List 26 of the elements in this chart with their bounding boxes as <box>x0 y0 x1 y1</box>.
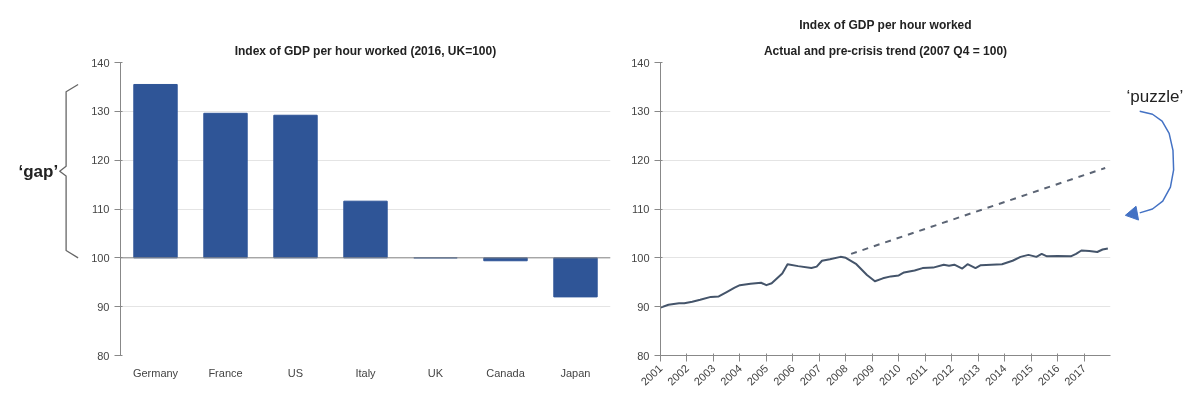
y-tick-label: 130 <box>631 105 650 118</box>
x-tick-label: Canada <box>486 366 526 379</box>
y-tick-label: 120 <box>91 154 110 167</box>
y-tick-label: 90 <box>97 300 110 313</box>
y-tick-label: 140 <box>91 56 110 69</box>
y-tick-label: 80 <box>637 349 650 362</box>
y-tick-label: 130 <box>91 105 110 118</box>
x-tick-label: France <box>208 366 243 379</box>
y-tick-label: 80 <box>97 349 110 362</box>
text: ‘puzzle’ <box>1126 87 1184 107</box>
y-tick-label: 100 <box>91 251 110 264</box>
y-tick-label: 90 <box>637 300 650 313</box>
text: ‘gap’ <box>18 161 59 181</box>
y-tick-label: 110 <box>91 203 110 215</box>
y-tick-label: 140 <box>631 56 650 69</box>
y-tick-label: 120 <box>631 154 650 167</box>
chart-subtitle: Actual and pre-crisis trend (2007 Q4 = 100) <box>763 43 1008 58</box>
y-tick-label: 110 <box>631 203 650 215</box>
x-tick-label: Italy <box>355 366 377 379</box>
x-tick-label: US <box>287 366 304 379</box>
x-tick-label: UK <box>427 366 444 379</box>
y-tick-label: 100 <box>631 251 650 264</box>
x-tick-label: Japan <box>560 366 591 379</box>
chart-title: Index of GDP per hour worked (2016, UK=100) <box>234 43 497 58</box>
chart-title: Index of GDP per hour worked <box>799 17 972 32</box>
x-tick-label: Germany <box>132 366 179 379</box>
